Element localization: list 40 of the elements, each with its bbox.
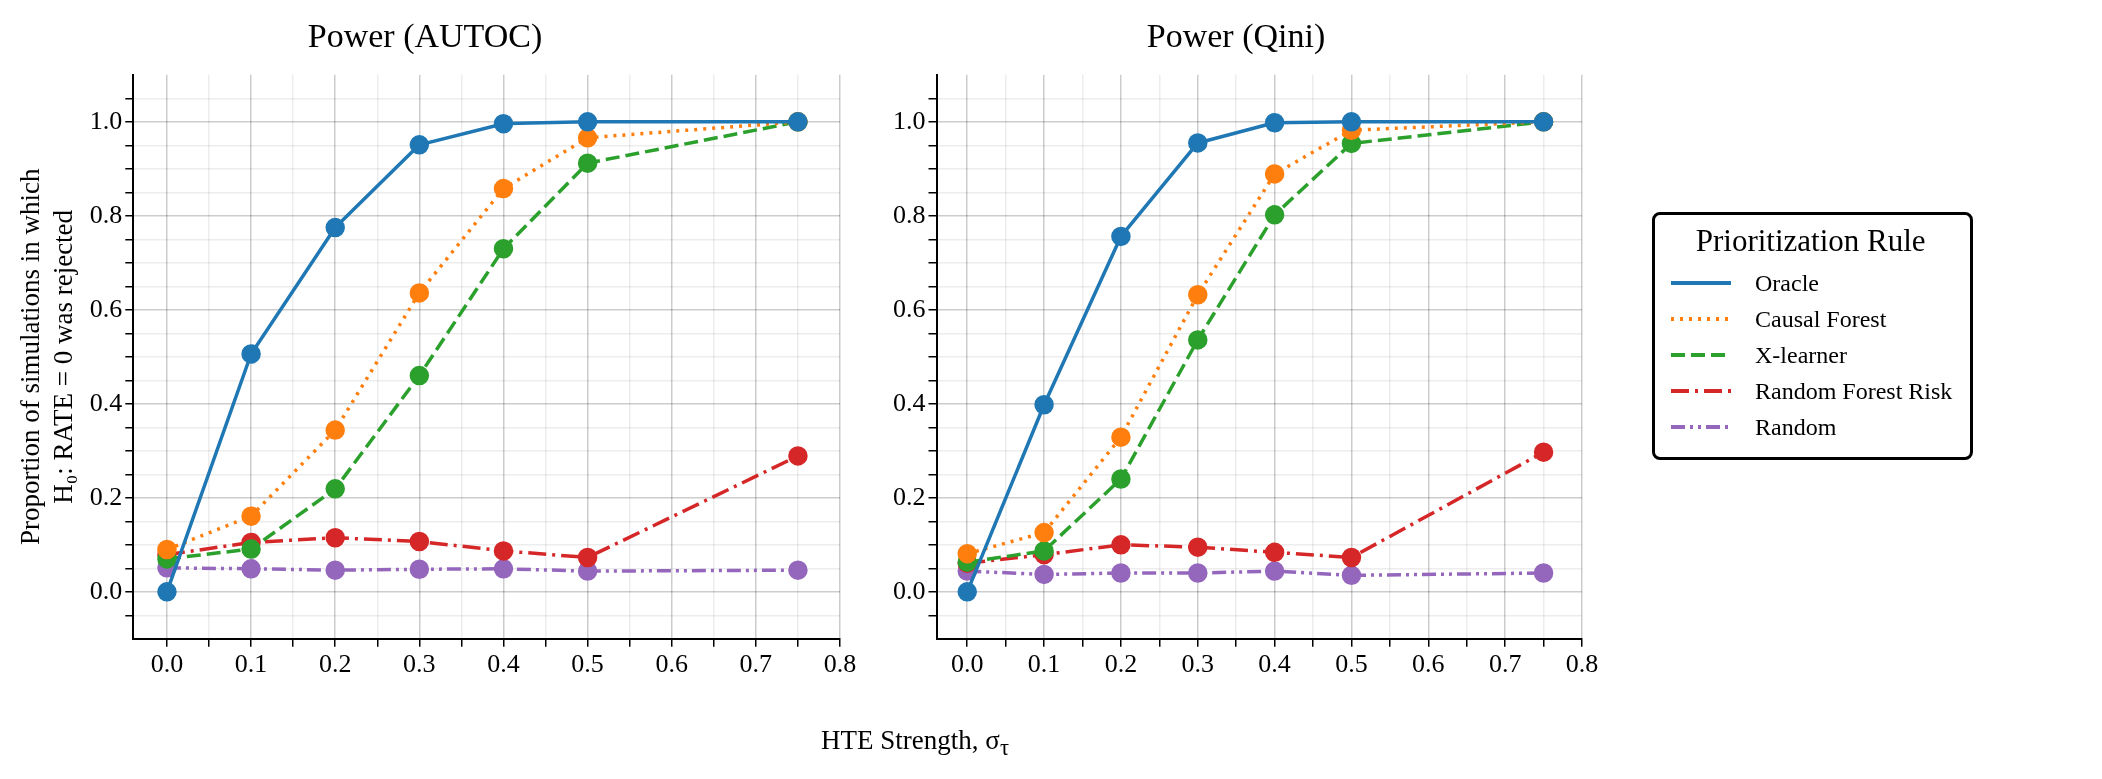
legend-title: Prioritization Rule — [1694, 223, 1927, 259]
x-tick-label: 0.8 — [1565, 649, 1599, 679]
y-tick-label: 0.8 — [89, 199, 123, 229]
legend-label: Random Forest Risk — [1755, 377, 1953, 405]
x-tick-label: 0.2 — [1104, 649, 1138, 679]
y-tick-label: 0.2 — [89, 481, 123, 511]
y-tick-label: 1.0 — [89, 105, 123, 135]
x-tick-label: 0.0 — [150, 649, 184, 679]
x-tick-label: 0.4 — [1258, 649, 1291, 679]
x-tick-label: 0.2 — [318, 649, 352, 679]
x-tick-label: 0.7 — [1488, 649, 1522, 679]
y-tick-label: 0.4 — [893, 387, 926, 417]
x-tick-label: 0.6 — [1412, 649, 1445, 679]
legend-label: Oracle — [1755, 269, 1819, 297]
legend-label: Random — [1755, 413, 1837, 441]
legend-label: Causal Forest — [1755, 305, 1887, 333]
y-tick-label: 0.6 — [893, 293, 926, 323]
x-tick-label: 0.3 — [1181, 649, 1215, 679]
x-tick-label: 0.0 — [950, 649, 984, 679]
x-tick-label: 0.6 — [655, 649, 688, 679]
x-tick-label: 0.8 — [823, 649, 857, 679]
x-axis-title: HTE Strength, σ$_{τ}$ — [820, 725, 1010, 762]
chart-title: Power (AUTOC) — [307, 17, 543, 56]
y-tick-label: 0.0 — [89, 575, 123, 605]
chart-title: Power (Qini) — [1146, 17, 1326, 56]
x-tick-label: 0.7 — [739, 649, 773, 679]
y-tick-label: 0.0 — [893, 575, 926, 605]
x-tick-label: 0.3 — [403, 649, 436, 679]
y-axis-title: Proportion of simulations in which H₀: RATE = 0 was rejected — [15, 168, 78, 546]
y-tick-label: 0.6 — [89, 293, 123, 323]
legend-label: X-learner — [1755, 341, 1847, 369]
x-tick-label: 0.5 — [1335, 649, 1368, 679]
y-tick-label: 0.4 — [89, 387, 123, 417]
y-tick-label: 1.0 — [893, 105, 926, 135]
x-tick-label: 0.1 — [234, 649, 268, 679]
x-tick-label: 0.1 — [1027, 649, 1061, 679]
y-tick-label: 0.2 — [893, 481, 926, 511]
x-tick-label: 0.5 — [571, 649, 604, 679]
x-tick-label: 0.4 — [487, 649, 520, 679]
y-tick-label: 0.8 — [893, 199, 926, 229]
